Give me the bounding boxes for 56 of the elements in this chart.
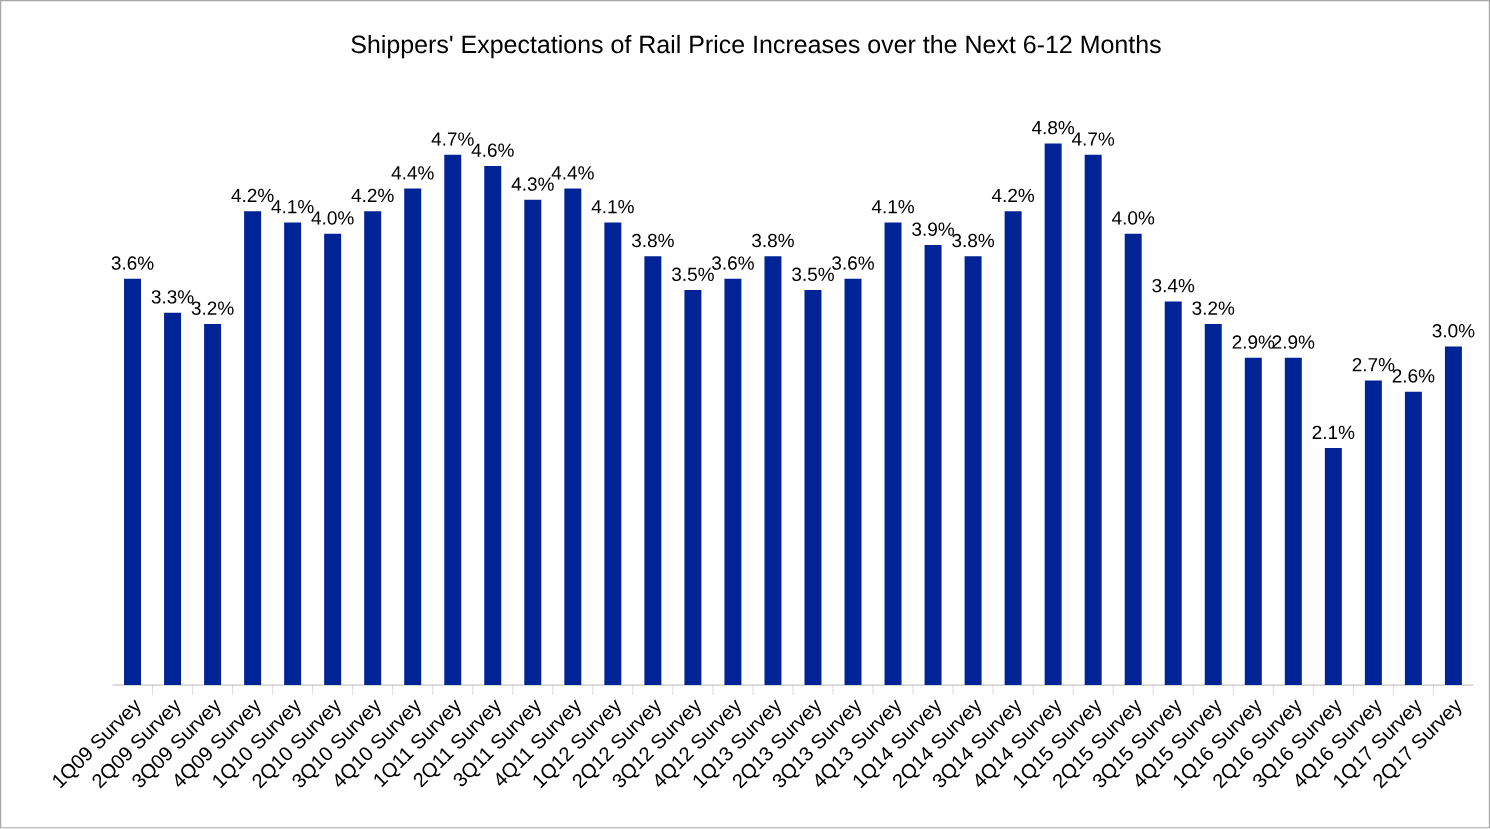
data-label: 4.2% [351,188,394,203]
data-label: 3.8% [952,234,995,248]
bar [444,154,462,686]
data-label: 2.1% [1312,425,1355,440]
data-label: 3.6% [712,256,754,271]
bar [1284,358,1302,686]
bar [1164,301,1182,686]
bar [1364,380,1382,686]
data-label: 3.5% [792,267,834,282]
bar [1324,448,1342,686]
bar [1444,346,1462,686]
data-label: 4.0% [1112,211,1155,225]
bar [164,312,182,686]
data-label: 4.2% [231,188,274,203]
bar [1124,233,1142,686]
bar [844,279,862,686]
bar [644,256,662,686]
bar [484,166,502,686]
bar [1404,391,1422,686]
data-label: 4.8% [1031,121,1075,135]
bar [284,222,302,686]
data-label: 3.5% [671,267,714,282]
chart-title: Shippers' Expectations of Rail Price Increases over the Next 6-12 Months [351,35,1161,59]
bar [324,233,342,686]
data-label: 4.7% [1071,132,1115,146]
data-label: 4.4% [391,166,434,180]
bar [684,290,702,686]
bar [1204,324,1222,686]
bar [924,245,942,686]
bar [124,279,142,686]
bar [564,188,582,686]
data-label: 4.2% [991,188,1035,203]
data-label: 4.1% [871,200,914,214]
bar [804,290,822,686]
data-label: 3.4% [1152,279,1195,293]
data-label: 4.1% [591,200,634,214]
data-label: 3.8% [631,234,674,248]
bar [1084,154,1102,686]
bar [1004,211,1022,686]
bar [524,200,542,686]
data-label: 3.8% [752,234,794,248]
bar [404,188,422,686]
bar [244,211,262,686]
bar [764,256,782,686]
bar [604,222,622,686]
bar [884,222,902,686]
data-label: 3.6% [111,256,154,271]
bar [364,211,382,686]
data-label: 3.6% [832,256,874,271]
bar [1044,143,1062,686]
bar [1244,358,1262,686]
data-label: 3.2% [1192,301,1235,316]
bar [964,256,982,686]
bar [724,279,742,686]
data-label: 3.0% [1432,324,1475,338]
bar [204,324,222,686]
